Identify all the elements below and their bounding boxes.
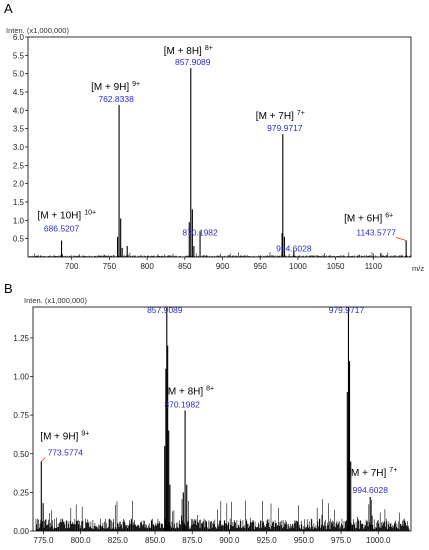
panel-b-axes: 0.00 0.25 0.50 0.75 1.00 1.25 775.0 800.0 825.0 8…	[13, 306, 412, 545]
peak-mz-label: 773.5774	[48, 447, 84, 457]
ion-formula: [M + 10H]	[38, 211, 82, 222]
peak-mz-label: 1143.5777	[356, 228, 396, 238]
x-tick-label: 1100	[365, 262, 383, 271]
peak-mz-label: 870.1982	[182, 227, 218, 237]
panel-a-annotations: 686.5207 [M + 10H] 10+ 762.8338[M + 9H] 9+ 85…	[38, 45, 407, 253]
peak-mz-label: 857.9089	[175, 57, 211, 67]
ion-formula: [M + 6H]	[344, 214, 382, 225]
y-tick-label: 0.50	[13, 450, 29, 459]
ion-charge: 9+	[132, 81, 140, 88]
plot-frame	[32, 306, 412, 532]
ion-formula: [M + 8H]	[164, 46, 202, 57]
x-tick-label: 900.0	[219, 536, 240, 545]
ion-charge: 9+	[81, 430, 89, 437]
panel-b-peaks	[35, 307, 410, 531]
y-tick-label: 5.5	[13, 51, 25, 60]
peak-mz-label: 686.5207	[44, 224, 80, 234]
ion-charge: 6+	[385, 213, 393, 220]
ion-formula: [M + 9H]	[91, 82, 129, 93]
x-tick-label: 850.0	[145, 536, 166, 545]
panel-b-intensity-unit: Inten. (x1,000,000)	[24, 296, 87, 305]
baseline-noise	[35, 499, 410, 531]
x-tick-label: 1000.0	[366, 536, 391, 545]
y-tick-label: 4.5	[13, 88, 25, 97]
panel-b-annotations: 773.5774 [M + 9H] 9+ 857.9089 870.1982 [M + 8…	[40, 305, 397, 495]
panel-a-intensity-unit: Inten. (x1,000,000)	[6, 26, 69, 35]
y-tick-label: 4.0	[13, 106, 25, 115]
label-connector	[41, 457, 46, 462]
y-tick-label: 0.00	[13, 527, 29, 536]
y-tick-label: 2.5	[13, 161, 25, 170]
label-connector	[396, 237, 407, 241]
x-tick-label: 700	[65, 262, 79, 271]
x-tick-label: 950	[254, 262, 268, 271]
y-tick-label: 1.25	[13, 334, 29, 343]
y-tick-label: 1.5	[13, 198, 25, 207]
y-tick-label: 0.5	[13, 235, 25, 244]
x-tick-label: 750	[103, 262, 117, 271]
y-tick-label: 3.5	[13, 125, 25, 134]
x-tick-label: 825.0	[108, 536, 129, 545]
ion-charge: 8+	[206, 386, 214, 393]
ion-label: [M + 9H] 9+	[91, 81, 140, 93]
ion-label: [M + 8H] 8+	[164, 45, 213, 57]
x-tick-label: 800	[140, 262, 154, 271]
x-tick-label: 925.0	[257, 536, 278, 545]
y-tick-label: 1.0	[13, 216, 25, 225]
x-tick-label: 900	[216, 262, 230, 271]
ion-charge: 8+	[205, 45, 213, 52]
x-tick-label: 875.0	[182, 536, 203, 545]
y-tick-label: 0.25	[13, 488, 29, 497]
ion-label: [M + 10H] 10+	[38, 210, 97, 222]
y-tick-label: 5.0	[13, 70, 25, 79]
ion-charge: 7+	[297, 110, 305, 117]
x-tick-label: 975.0	[331, 536, 352, 545]
ion-label: [M + 7H] 7+	[348, 467, 397, 479]
ion-label: [M + 6H] 6+	[344, 213, 393, 225]
peak-mz-label: 762.8338	[98, 94, 134, 104]
x-tick-label: 1000	[289, 262, 307, 271]
y-tick-label: 3.0	[13, 143, 25, 152]
ion-formula: [M + 7H]	[348, 468, 386, 479]
peak-mz-label: 857.9089	[147, 305, 183, 315]
ion-charge: 10+	[84, 210, 96, 217]
x-tick-label: 950.0	[294, 536, 315, 545]
y-tick-label: 1.00	[13, 373, 29, 382]
panel-a-letter: A	[4, 1, 13, 16]
ion-formula: [M + 8H]	[165, 387, 203, 398]
ion-label: [M + 8H] 8+	[165, 386, 214, 398]
peak-mz-label: 979.9717	[329, 305, 365, 315]
peak-mz-label: 979.9717	[267, 123, 303, 133]
panel-b: B Inten. (x1,000,000) 773.5774 [M + 9H] 9+…	[4, 281, 412, 545]
peak-mz-label: 994.6028	[276, 243, 312, 253]
ion-charge: 7+	[389, 467, 397, 474]
x-tick-label: 800.0	[71, 536, 92, 545]
y-tick-label: 0.75	[13, 411, 29, 420]
x-tick-label: 850	[178, 262, 192, 271]
baseline-noise	[29, 252, 411, 257]
y-tick-label: 2.0	[13, 180, 25, 189]
peak-mz-label: 994.6028	[352, 485, 388, 495]
ion-formula: [M + 7H]	[256, 111, 294, 122]
x-tick-label: 1050	[327, 262, 345, 271]
ion-label: [M + 9H] 9+	[40, 430, 89, 442]
panel-a-axes: 0.5 1.0 1.5 2.0 2.5 3.0 3.5 4.0 4.5 5.0 5.5 6.0 700 7…	[13, 33, 412, 271]
panel-a-xunit: m/z	[412, 264, 424, 273]
panel-a: A Inten. (x1,000,000) m/z 686.5207 [M + 1…	[4, 1, 424, 273]
y-tick-label: 6.0	[13, 33, 25, 42]
ion-formula: [M + 9H]	[40, 431, 78, 442]
peak-mz-label: 870.1982	[164, 400, 200, 410]
ion-label: [M + 7H] 7+	[256, 110, 305, 122]
x-tick-label: 775.0	[33, 536, 54, 545]
panel-a-peaks	[29, 68, 411, 257]
panel-b-letter: B	[4, 281, 13, 296]
